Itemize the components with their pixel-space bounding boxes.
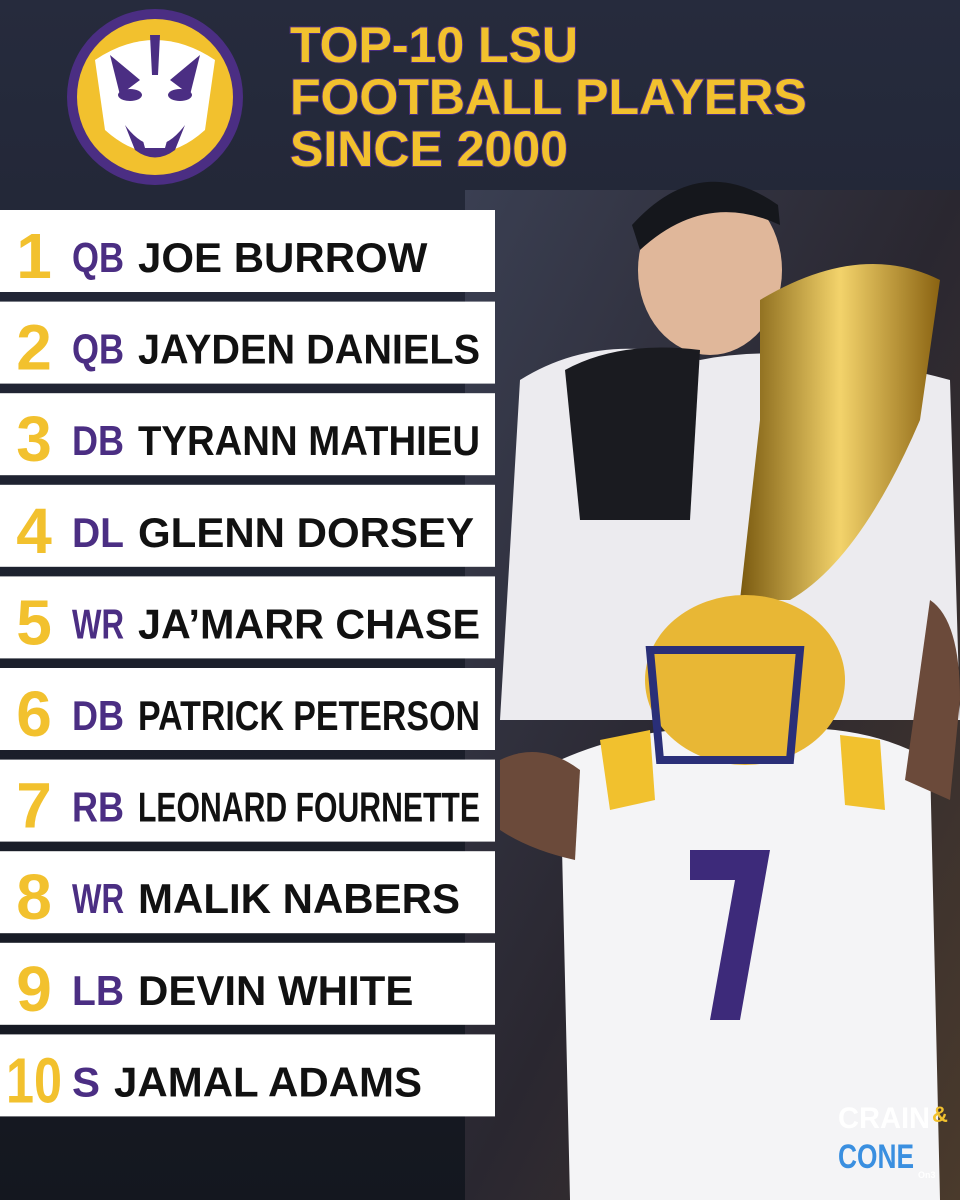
row-box <box>0 576 495 659</box>
position: WR <box>72 875 124 922</box>
rank-number: 2 <box>16 312 52 384</box>
position: WR <box>72 600 124 647</box>
player-name: JAYDEN DANIELS <box>138 326 480 373</box>
list-row: 5 WR JA’MARR CHASE <box>0 576 495 659</box>
list-row: 4 DL GLENN DORSEY <box>0 484 495 567</box>
position: DB <box>72 692 124 739</box>
rank-number: 6 <box>16 678 52 750</box>
list-row: 9 LB DEVIN WHITE <box>0 942 495 1025</box>
rank-number: 5 <box>16 586 52 658</box>
player-name: TYRANN MATHIEU <box>138 417 480 464</box>
title-line: FOOTBALL PLAYERS <box>290 69 807 125</box>
position: DL <box>72 509 124 556</box>
position: S <box>72 1058 100 1105</box>
player-name: MALIK NABERS <box>138 875 460 922</box>
list-row: 10 S JAMAL ADAMS <box>0 1034 495 1117</box>
list-row: 6 DB PATRICK PETERSON <box>0 668 495 750</box>
player-name: PATRICK PETERSON <box>138 692 480 739</box>
list-row: 8 WR MALIK NABERS <box>0 851 495 934</box>
position: QB <box>72 326 124 373</box>
rank-number: 8 <box>16 861 52 933</box>
rank-number: 1 <box>16 220 52 292</box>
rank-number: 9 <box>16 953 52 1025</box>
list-row: 2 QB JAYDEN DANIELS <box>0 301 495 384</box>
list-row: 1 QB JOE BURROW <box>0 210 495 292</box>
rank-number: 10 <box>6 1044 62 1116</box>
row-box <box>0 393 495 476</box>
player-name: DEVIN WHITE <box>138 967 413 1014</box>
brand-name: CRAIN <box>838 1102 930 1135</box>
brand-name: CONE <box>838 1138 914 1176</box>
brand-amp: & <box>932 1102 948 1127</box>
player-name: JAMAL ADAMS <box>114 1058 422 1105</box>
title-line: TOP-10 LSU <box>290 17 578 73</box>
position: QB <box>72 234 124 281</box>
brand-logo: CRAIN &CONE On3 <box>838 1102 948 1180</box>
logo <box>67 9 243 185</box>
brand-sub: On3 <box>918 1170 936 1180</box>
rank-number: 3 <box>16 403 52 475</box>
rank-number: 7 <box>16 770 52 842</box>
player-name: GLENN DORSEY <box>138 509 474 556</box>
list-row: 7 RB LEONARD FOURNETTE <box>0 759 495 842</box>
position: DB <box>72 417 124 464</box>
ranking-list: 1 QB JOE BURROW 2 QB JAYDEN DANIELS 3 DB TYRANN … <box>0 210 495 1117</box>
position: RB <box>72 784 124 831</box>
position: LB <box>72 967 124 1014</box>
row-box <box>0 668 495 750</box>
row-box <box>0 759 495 842</box>
row-box <box>0 301 495 384</box>
player-name: JOE BURROW <box>138 234 428 281</box>
row-box <box>0 851 495 934</box>
list-row: 3 DB TYRANN MATHIEU <box>0 393 495 476</box>
row-box <box>0 484 495 567</box>
row-box <box>0 210 495 292</box>
row-box <box>0 1034 495 1117</box>
photo <box>465 181 960 1200</box>
row-box <box>0 942 495 1025</box>
player-name: LEONARD FOURNETTE <box>138 784 480 831</box>
title-line: SINCE 2000 <box>290 121 568 177</box>
player-name: JA’MARR CHASE <box>138 600 480 647</box>
rank-number: 4 <box>16 495 52 567</box>
